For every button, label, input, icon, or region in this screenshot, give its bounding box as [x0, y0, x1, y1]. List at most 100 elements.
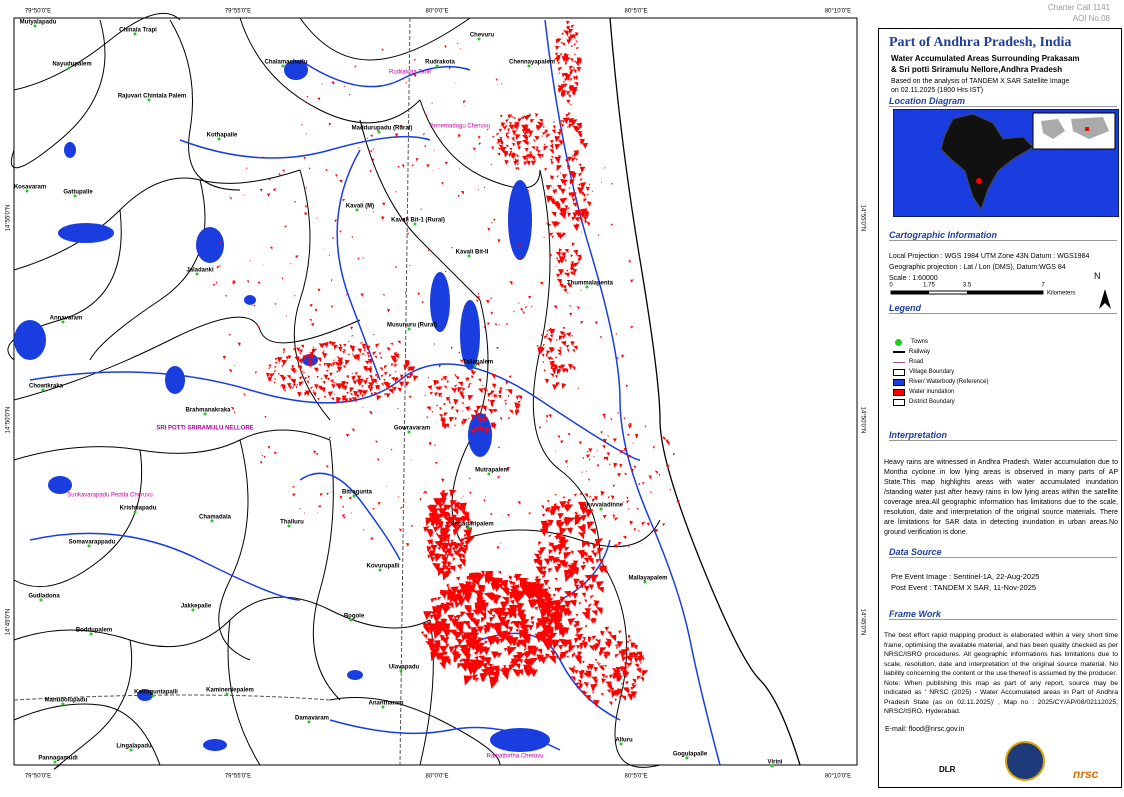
- inundation-patch: [536, 327, 578, 391]
- legend-label: Road: [909, 359, 924, 365]
- subtitle-line: Water Accumulated Areas Surrounding Prak…: [891, 54, 1080, 63]
- tank-label: Annemadugu Cheruvu: [430, 124, 490, 130]
- place-label: Kamineniepalem: [206, 688, 254, 694]
- legend-label: River/ Waterbody (Reference): [909, 379, 989, 385]
- town: [287, 524, 291, 528]
- post-event: Post Event : TANDEM X SAR, 11-Nov-2025: [891, 583, 1037, 592]
- lon-tick-label: 79°55'0"E: [225, 774, 251, 780]
- legend-heading: Legend: [889, 303, 1117, 314]
- legend-item: River/ Waterbody (Reference): [893, 377, 988, 387]
- place-label: Gogulapalle: [673, 752, 708, 758]
- town: [41, 388, 45, 392]
- legend-symbol: [893, 398, 905, 406]
- place-label: Annavaram: [50, 316, 83, 322]
- scale-tick: 1.75: [923, 283, 935, 289]
- place-label: Kavali Bit-1 (Rural): [391, 218, 445, 224]
- basis: Based on the analysis of TANDEM X SAR Sa…: [891, 77, 1069, 95]
- place-label: Alluru: [615, 738, 633, 744]
- town: [487, 472, 491, 476]
- town: [210, 519, 214, 523]
- town: [413, 222, 417, 226]
- place-label: Damavaram: [295, 716, 329, 722]
- legend-label: Village Boundary: [909, 369, 955, 375]
- town: [25, 189, 29, 193]
- projection: Local Projection : WGS 1984 UTM Zone 43N…: [889, 253, 1090, 260]
- town: [585, 285, 589, 289]
- legend-label: Railway: [909, 349, 931, 355]
- india-marker: [1085, 127, 1089, 131]
- place-label: Kavali Bit-II: [456, 250, 489, 256]
- town: [195, 272, 199, 276]
- basis-line: on 02.11.2025 (1800 Hrs IST): [891, 87, 984, 94]
- town: [87, 544, 91, 548]
- lon-tick-label: 79°50'0"E: [25, 9, 51, 15]
- town: [203, 412, 207, 416]
- place-label: Bogole: [344, 614, 365, 620]
- place-label: Manubolupadu: [45, 698, 88, 704]
- place-label: Anantharam: [368, 701, 403, 707]
- place-label: Lingalapadu: [116, 744, 152, 750]
- legend-item: Village Boundary: [893, 367, 988, 377]
- data-source: Pre Event Image : Sentinel-1A, 22-Aug-20…: [891, 571, 1039, 593]
- town: [147, 98, 151, 102]
- legend-symbol: [895, 338, 902, 346]
- legend-item: Road: [893, 357, 988, 367]
- place-label: Chamadala: [199, 515, 232, 521]
- inundation-patch: [423, 489, 475, 581]
- lat-tick-label: 14°45'0"N: [859, 609, 865, 636]
- lon-tick-label: 80°10'0"E: [825, 9, 851, 15]
- lon-tick-label: 80°0'0"E: [425, 774, 448, 780]
- place-label: Nayudupalem: [52, 62, 91, 68]
- title: Part of Andhra Pradesh, India: [889, 35, 1072, 50]
- town: [407, 430, 411, 434]
- place-label: Brahmanakraka: [185, 408, 231, 414]
- place-label: Chennayapalem: [509, 60, 555, 66]
- dlr-logo: DLR: [939, 765, 956, 774]
- town: [73, 194, 77, 198]
- lat-tick-label: 14°55'0"N: [859, 205, 865, 232]
- scale-tick: 7: [1041, 283, 1045, 289]
- town: [33, 24, 37, 28]
- data-source-heading: Data Source: [889, 547, 1117, 558]
- tank-label: Rudrakota Tank: [389, 70, 432, 76]
- cartographic-lines: Local Projection : WGS 1984 UTM Zone 43N…: [889, 251, 1089, 284]
- legend-symbol: [893, 368, 905, 376]
- legend-symbol: [893, 388, 905, 396]
- town: [770, 764, 774, 768]
- legend-item: Towns: [893, 337, 988, 347]
- place-label: Chevuru: [470, 33, 495, 39]
- lon-tick-label: 79°50'0"E: [25, 774, 51, 780]
- legend-item: Water inundation: [893, 387, 988, 397]
- town: [477, 37, 481, 41]
- north-arrow: [1099, 289, 1111, 309]
- town: [378, 568, 382, 572]
- north-label: N: [1094, 271, 1101, 281]
- village-boundaries: [7, 12, 801, 770]
- india: [940, 113, 1034, 211]
- place-label: Mutrapalem: [475, 468, 509, 474]
- place-label: Krishnapadu: [120, 506, 157, 512]
- town: [407, 327, 411, 331]
- legend-symbol: [893, 351, 905, 353]
- district-label: SRI POTTI SRIRAMULU NELLORE: [156, 426, 253, 432]
- town: [473, 364, 477, 368]
- place-label: Bitragunta: [342, 490, 373, 496]
- legend: Towns Railway Road Village Boundary River/ W…: [893, 337, 988, 407]
- place-label: Mutyalapadu: [20, 20, 57, 26]
- town: [217, 137, 221, 141]
- place-label: Thalluru: [280, 520, 304, 526]
- town: [61, 702, 65, 706]
- inundation-patch: [544, 113, 592, 293]
- town: [381, 705, 385, 709]
- place-label: Kavali (M): [346, 204, 374, 210]
- town: [435, 64, 439, 68]
- tank-label: Ramathirtha Cheruvu: [486, 754, 543, 760]
- town: [191, 608, 195, 612]
- tank-label: Sunkavarapadu Pedda Cheruvu: [67, 493, 152, 499]
- place-label: Mallayapalem: [628, 576, 667, 582]
- legend-symbol: [893, 378, 905, 386]
- town: [355, 208, 359, 212]
- charter-call: Charter Call 1141: [1047, 3, 1110, 12]
- place-label: Boddupalem: [76, 628, 112, 634]
